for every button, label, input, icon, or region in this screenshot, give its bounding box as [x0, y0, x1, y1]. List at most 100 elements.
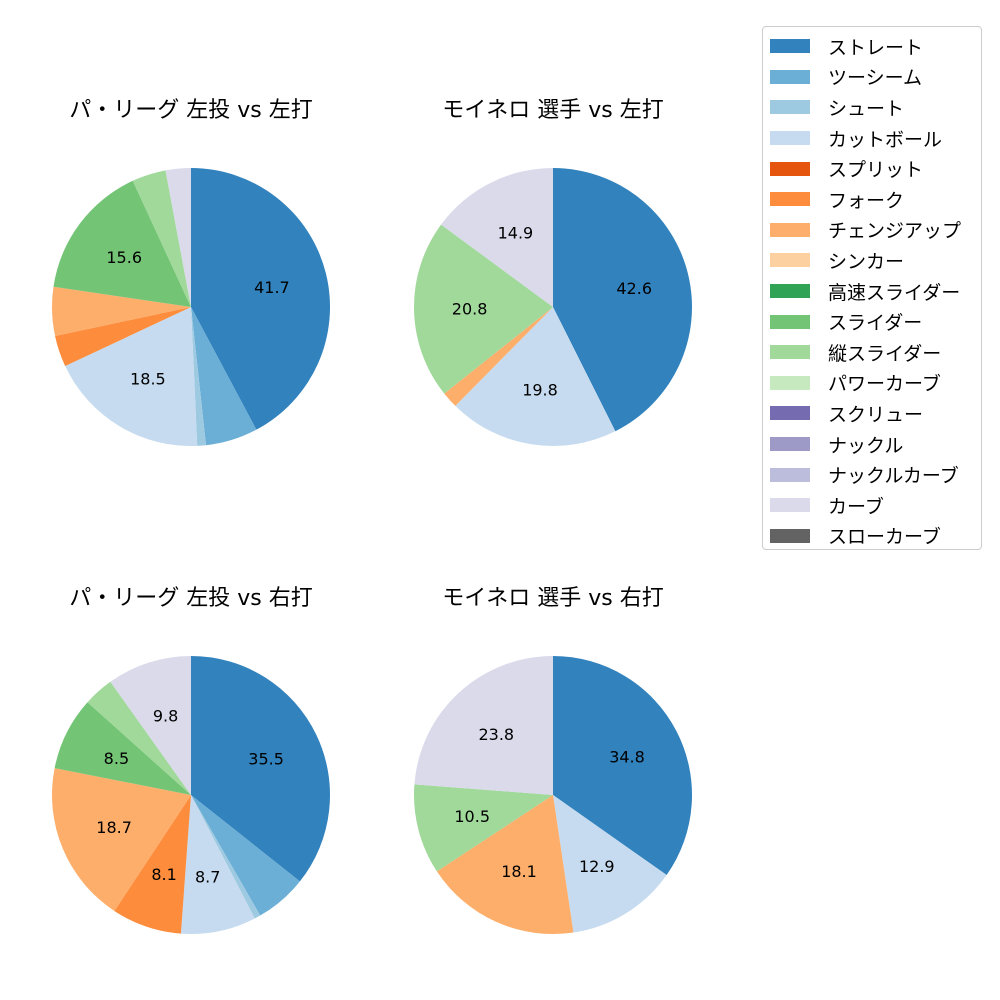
- pie-title: モイネロ 選手 vs 右打: [442, 586, 663, 611]
- legend-swatch: [770, 161, 810, 176]
- legend-swatch: [770, 467, 810, 482]
- slice-label: 18.7: [96, 818, 132, 837]
- pie-slice: [553, 656, 693, 876]
- pie-slice: [132, 170, 191, 307]
- pie-slice: [455, 307, 616, 446]
- legend-item: カーブ: [763, 490, 981, 521]
- pie-slice: [191, 307, 206, 446]
- pie-slice: [553, 795, 667, 933]
- pie-title: パ・リーグ 左投 vs 左打: [69, 98, 312, 123]
- legend-item: パワーカーブ: [763, 368, 981, 399]
- legend-item: ナックルカーブ: [763, 459, 981, 490]
- legend-label: チェンジアップ: [828, 220, 962, 243]
- pie-slice: [441, 167, 553, 307]
- legend-item: スプリット: [763, 153, 981, 184]
- pie-title: モイネロ 選手 vs 左打: [442, 98, 663, 123]
- pie-slice: [110, 656, 191, 795]
- slice-label: 8.7: [195, 868, 220, 887]
- pie-slice: [191, 307, 257, 446]
- legend-label: ナックルカーブ: [828, 465, 959, 488]
- slice-label: 35.5: [248, 750, 284, 769]
- pie-slice: [414, 656, 553, 795]
- legend-swatch: [770, 100, 810, 115]
- legend-swatch: [770, 314, 810, 329]
- legend-swatch: [770, 528, 810, 543]
- legend-label: 高速スライダー: [828, 281, 961, 304]
- legend-item: ナックル: [763, 429, 981, 460]
- slice-label: 20.8: [452, 300, 488, 319]
- legend-label: ナックル: [828, 434, 904, 457]
- legend-swatch: [770, 131, 810, 146]
- legend-swatch: [770, 284, 810, 299]
- legend-item: スクリュー: [763, 398, 981, 429]
- pie-slice: [51, 768, 192, 911]
- slice-label: 10.5: [454, 807, 490, 826]
- legend-swatch: [770, 253, 810, 268]
- slice-label: 12.9: [579, 857, 615, 876]
- legend-label: カットボール: [828, 128, 943, 151]
- legend-item: スライダー: [763, 306, 981, 337]
- pie-slice: [53, 180, 192, 307]
- legend-label: ストレート: [828, 36, 924, 59]
- legend-item: 縦スライダー: [763, 337, 981, 368]
- legend-item: カットボール: [763, 123, 981, 154]
- legend-item: ストレート: [763, 31, 981, 62]
- legend-item: ツーシーム: [763, 62, 981, 93]
- pie-slice: [55, 307, 191, 367]
- slice-label: 15.6: [106, 248, 142, 267]
- pie-slice: [51, 286, 191, 336]
- pie-slice: [436, 795, 574, 934]
- slice-label: 18.1: [501, 862, 537, 881]
- pie-slice: [54, 702, 191, 795]
- legend-swatch: [770, 345, 810, 360]
- slice-label: 18.5: [130, 369, 166, 388]
- pie-slice: [165, 168, 191, 307]
- slice-label: 9.8: [153, 707, 178, 726]
- pie-3: パ・リーグ 左投 vs 右打 35.5 8.7 8.1 18.7 8.5 9.8: [51, 586, 331, 934]
- pie-slice: [87, 681, 191, 795]
- legend-label: 縦スライダー: [828, 342, 942, 365]
- slice-label: 14.9: [498, 224, 534, 243]
- chart-legend: ストレートツーシームシュートカットボール スプリット フォークチェンジアップ シンカー…: [762, 26, 982, 550]
- legend-label: スライダー: [828, 312, 923, 335]
- pie-slice: [191, 795, 261, 919]
- slice-label: 41.7: [254, 278, 290, 297]
- legend-label: パワーカーブ: [828, 373, 941, 396]
- slice-label: 42.6: [616, 279, 652, 298]
- pie-slice: [444, 307, 553, 406]
- legend-item: フォーク: [763, 184, 981, 215]
- pie-4: モイネロ 選手 vs 右打 34.8 12.9 18.1 10.5 23.8: [413, 586, 693, 934]
- legend-label: スローカーブ: [828, 526, 941, 549]
- legend-item: チェンジアップ: [763, 215, 981, 246]
- legend-item: シュート: [763, 92, 981, 123]
- legend-label: シンカー: [828, 250, 905, 273]
- pie-slice: [413, 784, 553, 872]
- legend-label: スプリット: [828, 159, 924, 182]
- legend-swatch: [770, 375, 810, 390]
- pie-slice: [180, 795, 255, 934]
- slice-label: 23.8: [478, 725, 514, 744]
- pie-2: モイネロ 選手 vs 左打 42.6 19.8 20.8 14.9: [413, 98, 692, 446]
- legend-item: 高速スライダー: [763, 276, 981, 307]
- pie-slice: [191, 795, 300, 916]
- legend-swatch: [770, 498, 810, 513]
- legend-label: シュート: [828, 97, 905, 120]
- pie-slice: [413, 224, 553, 394]
- legend-swatch: [770, 192, 810, 207]
- legend-label: カーブ: [828, 495, 884, 518]
- legend-item: シンカー: [763, 245, 981, 276]
- slice-label: 19.8: [522, 380, 558, 399]
- legend-swatch: [770, 222, 810, 237]
- legend-swatch: [770, 406, 810, 421]
- legend-label: ツーシーム: [828, 67, 923, 90]
- pie-slice: [65, 307, 198, 446]
- pie-slice: [191, 656, 331, 882]
- legend-swatch: [770, 39, 810, 54]
- slice-label: 8.1: [151, 865, 176, 884]
- pie-title: パ・リーグ 左投 vs 右打: [69, 586, 312, 611]
- legend-swatch: [770, 69, 810, 84]
- legend-swatch: [770, 437, 810, 452]
- slice-label: 8.5: [104, 749, 129, 768]
- pie-slice: [553, 168, 692, 432]
